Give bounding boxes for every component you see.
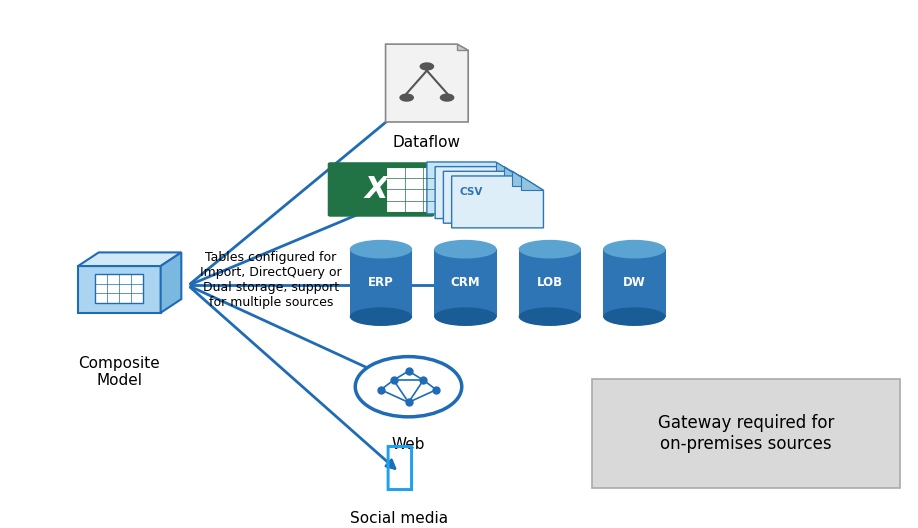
Polygon shape <box>443 171 535 223</box>
FancyBboxPatch shape <box>328 162 434 216</box>
Ellipse shape <box>434 307 497 326</box>
Circle shape <box>399 93 414 102</box>
Polygon shape <box>457 44 468 50</box>
Ellipse shape <box>519 307 581 326</box>
Polygon shape <box>512 171 535 185</box>
Polygon shape <box>452 176 543 228</box>
Text: Dataflow: Dataflow <box>393 135 461 150</box>
Ellipse shape <box>434 240 497 259</box>
Polygon shape <box>95 274 143 303</box>
Circle shape <box>440 93 454 102</box>
Circle shape <box>355 356 462 417</box>
Polygon shape <box>435 167 527 219</box>
Polygon shape <box>78 252 182 266</box>
Ellipse shape <box>519 240 581 259</box>
Text: CSV: CSV <box>459 187 483 197</box>
Text: Web: Web <box>392 437 425 451</box>
Text: Social media: Social media <box>351 511 448 526</box>
Ellipse shape <box>350 307 412 326</box>
Circle shape <box>420 62 434 71</box>
Text: ERP: ERP <box>368 277 394 289</box>
Polygon shape <box>78 266 161 313</box>
FancyBboxPatch shape <box>519 249 581 317</box>
Polygon shape <box>427 162 519 214</box>
FancyBboxPatch shape <box>603 249 666 317</box>
Polygon shape <box>521 176 543 190</box>
Ellipse shape <box>350 240 412 259</box>
Text: X: X <box>364 175 388 204</box>
FancyBboxPatch shape <box>386 167 442 212</box>
Polygon shape <box>504 167 527 181</box>
Polygon shape <box>386 44 468 122</box>
Text: Composite
Model: Composite Model <box>78 355 161 388</box>
FancyBboxPatch shape <box>592 379 900 488</box>
Polygon shape <box>161 252 182 313</box>
Ellipse shape <box>603 240 666 259</box>
Text: DW: DW <box>623 277 645 289</box>
Text: LOB: LOB <box>537 277 563 289</box>
Text: Gateway required for
on-premises sources: Gateway required for on-premises sources <box>657 414 834 453</box>
Text: 🐦: 🐦 <box>384 441 415 493</box>
Text: CRM: CRM <box>451 277 480 289</box>
FancyBboxPatch shape <box>434 249 497 317</box>
Text: Tables configured for
Import, DirectQuery or
Dual storage, support
for multiple : Tables configured for Import, DirectQuer… <box>200 251 341 309</box>
Ellipse shape <box>603 307 666 326</box>
FancyBboxPatch shape <box>350 249 412 317</box>
Polygon shape <box>496 162 519 176</box>
